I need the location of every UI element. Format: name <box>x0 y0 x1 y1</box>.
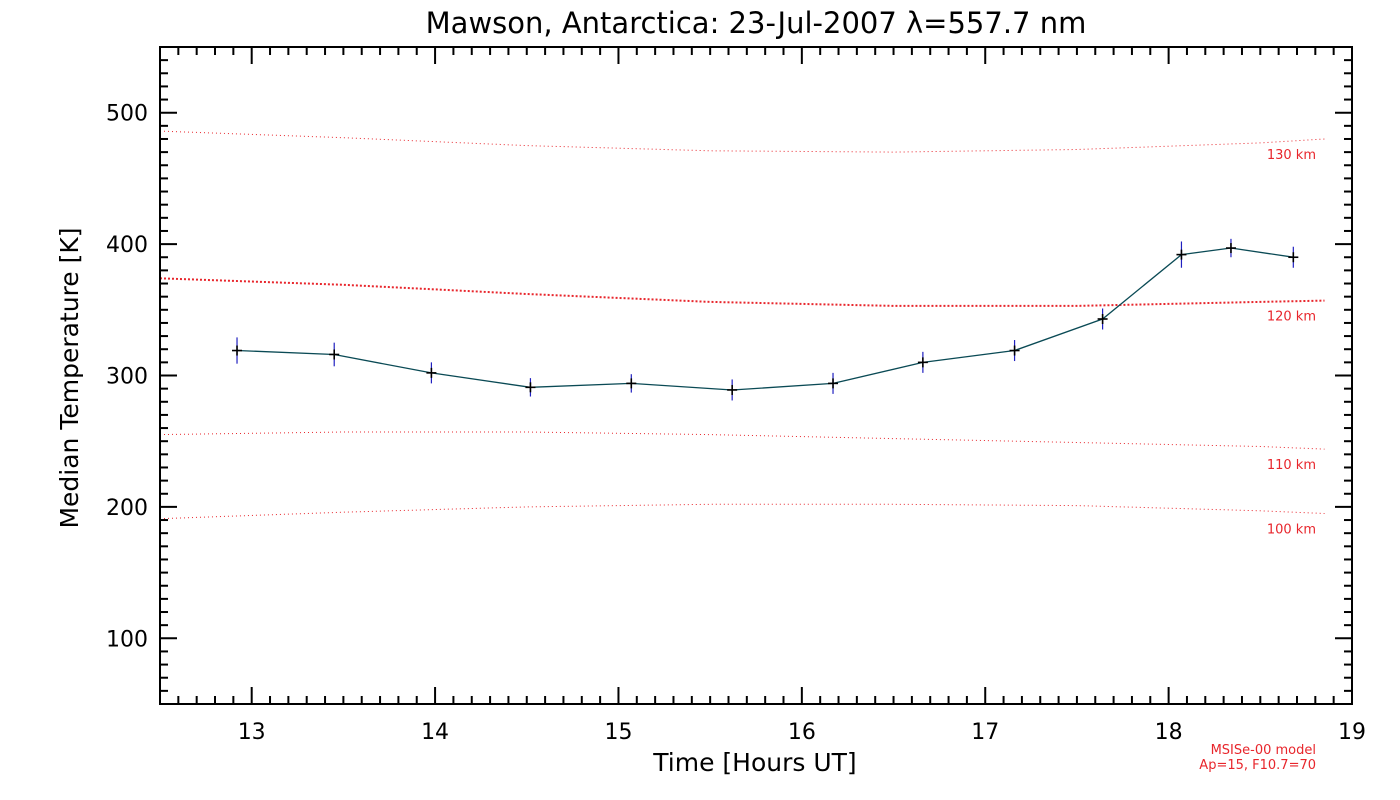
model-curve-110-km <box>159 431 1325 450</box>
y-tick-label: 100 <box>106 627 148 652</box>
series-line <box>236 247 1294 391</box>
model-label-100-km: 100 km <box>1267 523 1316 538</box>
data-point <box>329 349 340 360</box>
plot-frame <box>159 46 1353 705</box>
model-curve-100-km <box>159 503 1325 520</box>
x-tick-label: 18 <box>1155 720 1183 745</box>
x-tick-label: 15 <box>604 720 632 745</box>
data-point <box>727 384 738 395</box>
model-note-line-1: MSISe-00 model <box>1211 743 1316 758</box>
data-point <box>1097 313 1108 324</box>
x-tick-label: 19 <box>1338 720 1366 745</box>
data-point <box>828 378 839 389</box>
y-tick-label: 300 <box>106 365 148 390</box>
axes: 13 14 15 16 17 18 19 100 200 300 400 500 <box>106 46 1366 745</box>
x-tick-label: 16 <box>788 720 816 745</box>
y-axis-label: Median Temperature [K] <box>55 227 84 528</box>
model-label-130-km: 130 km <box>1267 148 1316 163</box>
model-curve-130-km <box>159 130 1325 153</box>
data-point <box>917 357 928 368</box>
model-note-line-2: Ap=15, F10.7=70 <box>1199 758 1316 773</box>
y-tick-label: 500 <box>106 102 148 127</box>
data-point <box>232 345 243 356</box>
data-point <box>1288 252 1299 263</box>
y-tick-label: 400 <box>106 233 148 258</box>
chart-title: Mawson, Antarctica: 23-Jul-2007 λ=557.7 … <box>426 6 1087 40</box>
data-series <box>232 238 1299 401</box>
x-tick-label: 13 <box>238 720 266 745</box>
data-point <box>426 367 437 378</box>
model-curve-120-km <box>159 277 1325 307</box>
y-tick-label: 200 <box>106 496 148 521</box>
data-point <box>525 382 536 393</box>
model-curves: 130 km 120 km 110 km 100 km <box>159 130 1325 538</box>
x-tick-label: 14 <box>421 720 449 745</box>
model-label-120-km: 120 km <box>1267 310 1316 325</box>
x-axis-label: Time [Hours UT] <box>652 748 856 777</box>
x-tick-label: 17 <box>971 720 999 745</box>
model-label-110-km: 110 km <box>1267 458 1316 473</box>
data-point <box>1009 345 1020 356</box>
data-point <box>626 378 637 389</box>
data-point <box>1225 243 1236 254</box>
data-point <box>1176 249 1187 260</box>
